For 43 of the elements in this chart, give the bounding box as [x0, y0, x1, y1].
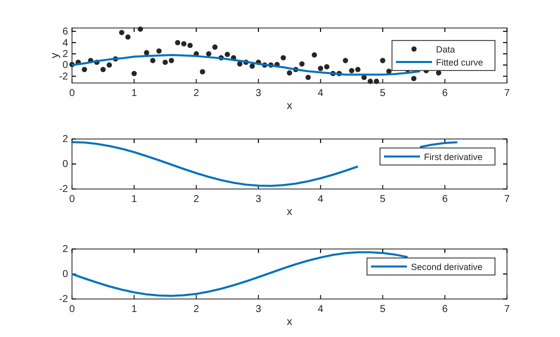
y-tick-label: 6	[62, 26, 68, 38]
y-tick-label: -2	[59, 71, 68, 82]
x-tick-label: 3	[256, 304, 262, 316]
x-tick-label: 4	[318, 194, 324, 206]
y-axis-title: y	[49, 52, 61, 58]
x-tick-label: 3	[256, 194, 262, 206]
y-tick-label: 0	[62, 60, 68, 72]
x-tick-label: 5	[380, 88, 386, 100]
x-tick-label: 0	[69, 194, 76, 206]
x-tick-label: 1	[131, 304, 138, 316]
x-tick-label: 5	[380, 194, 386, 206]
x-tick-label: 0	[69, 88, 76, 100]
x-tick-label: 2	[194, 194, 200, 206]
x-tick-label: 6	[442, 88, 448, 100]
y-tick-label: 2	[62, 49, 68, 60]
x-tick-label: 2	[194, 88, 200, 100]
x-tick-label: 5	[380, 304, 386, 316]
x-axis-title: x	[286, 206, 293, 218]
x-tick-label: 6	[442, 304, 448, 316]
x-tick-label: 1	[131, 194, 138, 206]
x-tick-label: 6	[442, 194, 448, 206]
legend-label: Data	[436, 44, 456, 54]
x-axis-title: x	[286, 316, 293, 328]
x-tick-label: 1	[131, 88, 138, 100]
x-tick-label: 2	[194, 304, 200, 316]
y-tick-label: 0	[62, 159, 68, 170]
x-tick-label: 4	[318, 304, 324, 316]
x-tick-label: 3	[256, 88, 262, 100]
x-tick-label: 7	[504, 194, 510, 206]
x-axis-title: x	[286, 100, 293, 112]
y-tick-label: -2	[59, 294, 68, 306]
y-tick-label: 2	[62, 134, 68, 146]
x-tick-label: 0	[69, 304, 76, 316]
legend-label: Second derivative	[411, 262, 483, 272]
y-tick-label: -2	[59, 184, 68, 196]
y-tick-label: 4	[62, 38, 68, 49]
legend-label: Fitted curve	[436, 58, 484, 68]
x-tick-label: 4	[318, 88, 324, 100]
x-tick-label: 7	[504, 304, 510, 316]
legend-label: First derivative	[424, 152, 483, 162]
y-tick-label: 2	[62, 244, 68, 256]
x-tick-label: 7	[504, 88, 510, 100]
y-tick-label: 0	[62, 269, 68, 280]
